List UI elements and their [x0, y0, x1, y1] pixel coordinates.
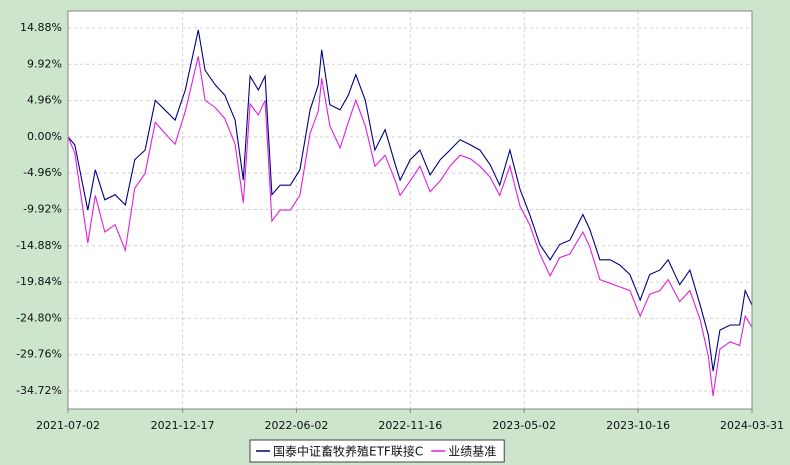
x-tick-label: 2021-07-02 [36, 419, 100, 432]
y-tick-label: -29.76% [16, 348, 62, 361]
x-tick-label: 2024-03-31 [720, 419, 784, 432]
legend-items: 国泰中证畜牧养殖ETF联接C 业绩基准 [256, 444, 496, 459]
y-tick-label: -24.80% [16, 311, 62, 324]
y-tick-label: 4.96% [27, 94, 62, 107]
series-line [67, 56, 753, 397]
legend-label: 业绩基准 [448, 445, 496, 459]
y-tick-label: -34.72% [16, 384, 62, 397]
y-tick-label: -9.92% [23, 202, 62, 215]
x-tick-label: 2022-11-16 [378, 419, 442, 432]
y-tick-label: 9.92% [27, 57, 62, 70]
x-tick-label: 2021-12-17 [151, 419, 215, 432]
x-tick-label: 2022-06-02 [264, 419, 328, 432]
y-tick-label: -14.88% [16, 239, 62, 252]
x-tick-label: 2023-10-16 [606, 419, 670, 432]
y-tick-label: -4.96% [23, 166, 62, 179]
labels: 14.88% 9.92% 4.96% 0.00% -4.96% -9.92% -14.88%… [16, 21, 784, 432]
y-tick-label: 0.00% [27, 130, 62, 143]
x-tick-label: 2023-05-02 [492, 419, 556, 432]
lines [67, 29, 753, 397]
y-tick-label: -19.84% [16, 275, 62, 288]
series-line [67, 29, 753, 372]
legend [249, 439, 505, 463]
y-tick-label: 14.88% [20, 21, 62, 34]
legend-label: 国泰中证畜牧养殖ETF联接C [273, 444, 423, 459]
